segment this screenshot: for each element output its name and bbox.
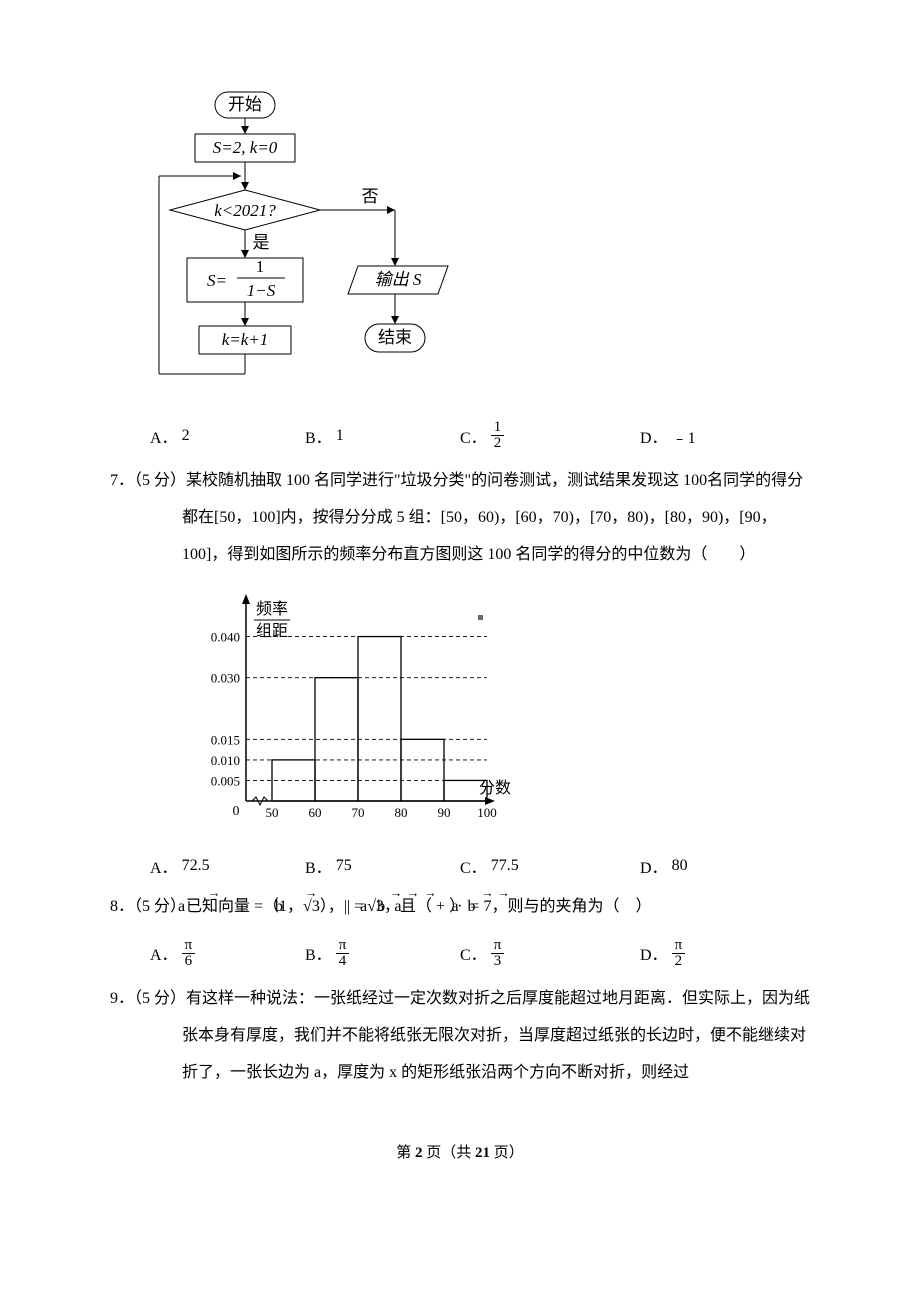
flow-output: 输出 S	[375, 270, 422, 289]
q7-opt-a: A．72.5	[150, 854, 305, 878]
flow-cond: k<2021?	[214, 201, 276, 220]
svg-text:60: 60	[309, 805, 322, 820]
svg-text:组距: 组距	[256, 622, 288, 640]
q6-opt-a: A． 2	[150, 420, 305, 451]
flow-k: k=k+1	[222, 330, 269, 349]
svg-text:分数: 分数	[479, 779, 511, 797]
flow-yes: 是	[253, 233, 270, 252]
svg-text:0.005: 0.005	[211, 774, 240, 789]
q8-text: 8．（5 分）已知向量a =（1，√3），|b| = √3，且（a + b）· …	[110, 890, 810, 924]
flow-s-lhs: S=	[207, 271, 227, 290]
histogram: 频率组距分数 0 0.040 0.030 0.015 0.010 0.005 50 60 70 80…	[180, 579, 810, 844]
q8-opt-c: C． π3	[460, 938, 640, 969]
svg-text:80: 80	[395, 805, 408, 820]
page-content: 开始 S=2, k=0 k<2021? 否 是	[0, 0, 920, 1222]
flowchart: 开始 S=2, k=0 k<2021? 否 是	[155, 90, 810, 400]
flow-s-num: 1	[256, 257, 265, 276]
q7-opt-d: D．80	[640, 854, 688, 878]
q7-opt-b: B．75	[305, 854, 460, 878]
svg-text:0.010: 0.010	[211, 753, 240, 768]
q8-opt-d: D． π2	[640, 938, 685, 969]
q6-opt-c: C． 12	[460, 420, 640, 451]
q9-text: 9．（5 分）有这样一种说法：一张纸经过一定次数对折之后厚度能超过地月距离．但实…	[110, 981, 810, 1091]
svg-text:70: 70	[352, 805, 365, 820]
q7-opt-c: C．77.5	[460, 854, 640, 878]
flow-end: 结束	[378, 328, 412, 347]
svg-text:0: 0	[233, 804, 240, 819]
q8-opt-a: A． π6	[150, 938, 305, 969]
svg-text:100: 100	[477, 805, 497, 820]
svg-text:0.040: 0.040	[211, 630, 240, 645]
flow-s-den: 1−S	[247, 281, 276, 300]
q6-opt-d: D． ﹣1	[640, 420, 696, 451]
q7-text: 7．（5 分）某校随机抽取 100 名同学进行"垃圾分类"的问卷测试，测试结果发…	[110, 463, 810, 573]
svg-text:50: 50	[266, 805, 279, 820]
q6-opt-b: B． 1	[305, 420, 460, 451]
svg-text:90: 90	[438, 805, 451, 820]
q6-options: A． 2 B． 1 C． 12 D． ﹣1	[150, 420, 810, 451]
flow-start: 开始	[228, 95, 262, 114]
flow-no: 否	[362, 187, 379, 206]
q8-options: A． π6 B． π4 C． π3 D． π2	[150, 938, 810, 969]
svg-text:0.030: 0.030	[211, 671, 240, 686]
svg-text:频率: 频率	[256, 600, 288, 618]
q7-options: A．72.5 B．75 C．77.5 D．80	[150, 854, 810, 878]
flow-init: S=2, k=0	[213, 138, 278, 157]
page-footer: 第 2 页（共 21 页）	[110, 1141, 810, 1162]
q8-opt-b: B． π4	[305, 938, 460, 969]
svg-text:0.015: 0.015	[211, 733, 240, 748]
stray-dot	[478, 615, 483, 620]
